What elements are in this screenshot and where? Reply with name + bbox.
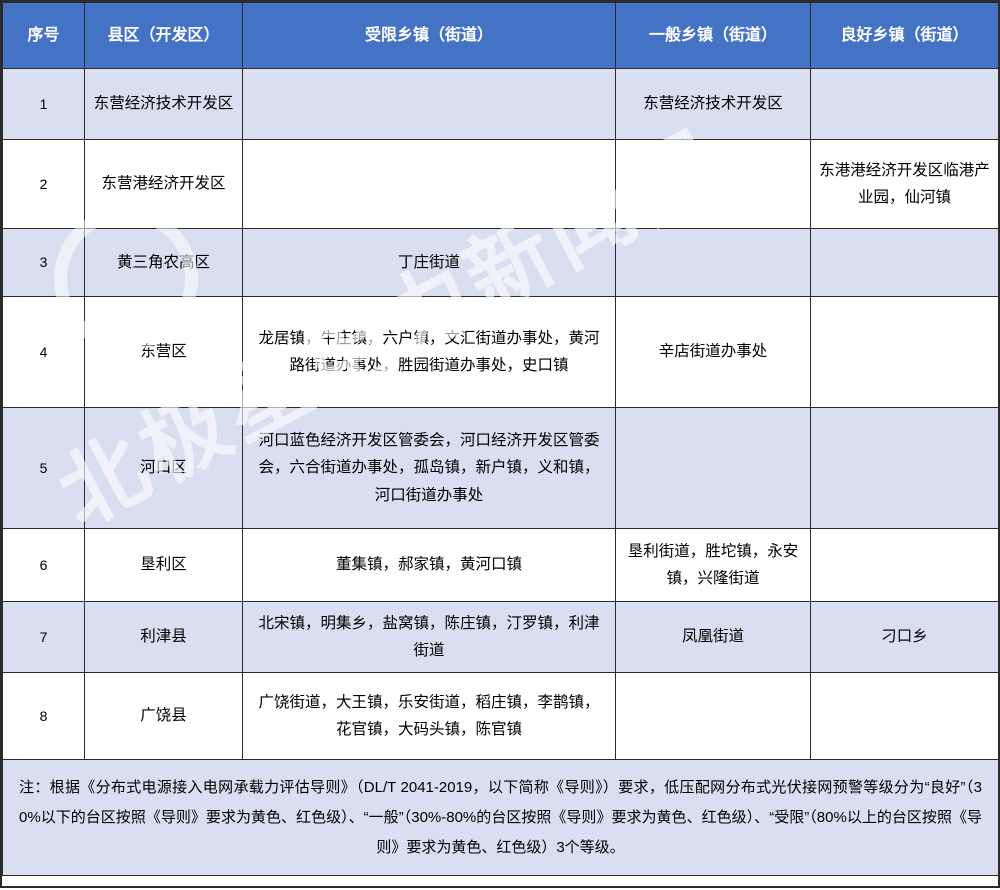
table-row: 2 东营港经济开发区 东港港经济开发区临港产业园，仙河镇: [2, 139, 999, 229]
cell-district: 黄三角农高区: [84, 228, 243, 297]
cell-restricted: 龙居镇，牛庄镇，六户镇，文汇街道办事处，黄河路街道办事处，胜园街道办事处，史口镇: [242, 296, 616, 408]
cell-district: 垦利区: [84, 528, 243, 602]
table-footnote-row: 注：根据《分布式电源接入电网承载力评估导则》（DL/T 2041-2019，以下…: [2, 759, 999, 876]
cell-restricted: [242, 68, 616, 140]
cell-good: [810, 407, 999, 529]
table-row: 7 利津县 北宋镇，明集乡，盐窝镇，陈庄镇，汀罗镇，利津街道 凤凰街道 刁口乡: [2, 601, 999, 673]
table-row: 5 河口区 河口蓝色经济开发区管委会，河口经济开发区管委会，六合街道办事处，孤岛…: [2, 407, 999, 529]
cell-good: 东港港经济开发区临港产业园，仙河镇: [810, 139, 999, 229]
table-row: 8 广饶县 广饶街道，大王镇，乐安街道，稻庄镇，李鹊镇，花官镇，大码头镇，陈官镇: [2, 672, 999, 760]
table-row: 4 东营区 龙居镇，牛庄镇，六户镇，文汇街道办事处，黄河路街道办事处，胜园街道办…: [2, 296, 999, 408]
column-header-index: 序号: [2, 2, 85, 69]
footnote-cell: 注：根据《分布式电源接入电网承载力评估导则》（DL/T 2041-2019，以下…: [2, 759, 999, 876]
cell-restricted: 北宋镇，明集乡，盐窝镇，陈庄镇，汀罗镇，利津街道: [242, 601, 616, 673]
cell-general: [615, 672, 811, 760]
cell-district: 广饶县: [84, 672, 243, 760]
cell-index: 7: [2, 601, 85, 673]
cell-index: 8: [2, 672, 85, 760]
cell-district: 河口区: [84, 407, 243, 529]
cell-general: 东营经济技术开发区: [615, 68, 811, 140]
table-header: 序号 县区（开发区） 受限乡镇（街道） 一般乡镇（街道） 良好乡镇（街道）: [2, 2, 999, 69]
cell-restricted: 董集镇，郝家镇，黄河口镇: [242, 528, 616, 602]
column-header-general: 一般乡镇（街道）: [615, 2, 811, 69]
cell-restricted: 广饶街道，大王镇，乐安街道，稻庄镇，李鹊镇，花官镇，大码头镇，陈官镇: [242, 672, 616, 760]
table-row: 3 黄三角农高区 丁庄街道: [2, 228, 999, 297]
table-row: 1 东营经济技术开发区 东营经济技术开发区: [2, 68, 999, 140]
cell-restricted: 丁庄街道: [242, 228, 616, 297]
cell-district: 东营经济技术开发区: [84, 68, 243, 140]
cell-general: 垦利街道，胜坨镇，永安镇，兴隆街道: [615, 528, 811, 602]
cell-index: 6: [2, 528, 85, 602]
cell-index: 4: [2, 296, 85, 408]
cell-restricted: [242, 139, 616, 229]
column-header-district: 县区（开发区）: [84, 2, 243, 69]
cell-district: 东营港经济开发区: [84, 139, 243, 229]
cell-good: [810, 672, 999, 760]
cell-good: [810, 228, 999, 297]
cell-general: 凤凰街道: [615, 601, 811, 673]
cell-index: 1: [2, 68, 85, 140]
cell-district: 利津县: [84, 601, 243, 673]
cell-district: 东营区: [84, 296, 243, 408]
header-row: 序号 县区（开发区） 受限乡镇（街道） 一般乡镇（街道） 良好乡镇（街道）: [2, 2, 999, 69]
cell-good: [810, 296, 999, 408]
cell-good: [810, 528, 999, 602]
cell-good: 刁口乡: [810, 601, 999, 673]
column-header-restricted: 受限乡镇（街道）: [242, 2, 616, 69]
cell-restricted: 河口蓝色经济开发区管委会，河口经济开发区管委会，六合街道办事处，孤岛镇，新户镇，…: [242, 407, 616, 529]
footnote-text: 注：根据《分布式电源接入电网承载力评估导则》（DL/T 2041-2019，以下…: [19, 778, 982, 856]
data-table: 序号 县区（开发区） 受限乡镇（街道） 一般乡镇（街道） 良好乡镇（街道） 1 …: [2, 2, 999, 876]
cell-good: [810, 68, 999, 140]
column-header-good: 良好乡镇（街道）: [810, 2, 999, 69]
cell-index: 3: [2, 228, 85, 297]
table-row: 6 垦利区 董集镇，郝家镇，黄河口镇 垦利街道，胜坨镇，永安镇，兴隆街道: [2, 528, 999, 602]
cell-index: 5: [2, 407, 85, 529]
cell-general: 辛店街道办事处: [615, 296, 811, 408]
cell-general: [615, 139, 811, 229]
cell-general: [615, 407, 811, 529]
cell-index: 2: [2, 139, 85, 229]
cell-general: [615, 228, 811, 297]
table-body: 1 东营经济技术开发区 东营经济技术开发区 2 东营港经济开发区 东港港经济开发…: [2, 68, 999, 876]
